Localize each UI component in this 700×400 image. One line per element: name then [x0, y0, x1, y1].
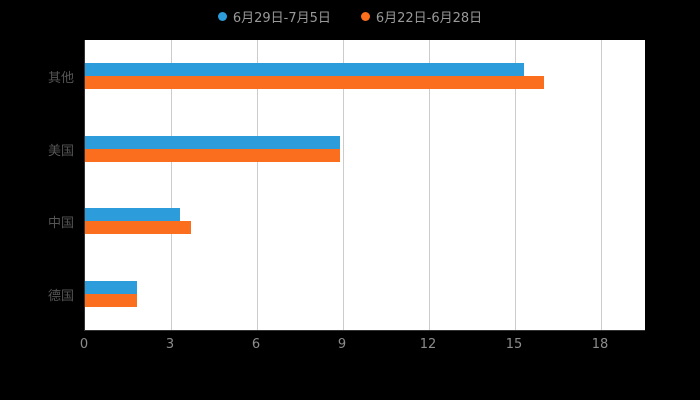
- gridline: [171, 40, 172, 330]
- gridline: [601, 40, 602, 330]
- x-tick-label: 9: [337, 337, 347, 352]
- legend: 6月29日-7月5日 6月22日-6月28日: [0, 7, 700, 26]
- category-labels: 其他 美国 中国 德国: [0, 0, 79, 400]
- plot-area: [84, 40, 645, 331]
- legend-dot-icon: [217, 12, 227, 21]
- legend-dot-icon: [360, 12, 370, 21]
- bar-series1[interactable]: [85, 135, 341, 149]
- gridline: [429, 40, 430, 330]
- bar-series1[interactable]: [85, 280, 137, 294]
- legend-item-week-previous[interactable]: 6月22日-6月28日: [360, 7, 483, 26]
- x-tick-label: 0: [79, 337, 89, 352]
- x-tick-label: 15: [505, 337, 523, 352]
- bar-series1[interactable]: [85, 208, 180, 222]
- category-label: 美国: [47, 143, 74, 159]
- category-label: 其他: [47, 71, 74, 87]
- legend-item-week-current[interactable]: 6月29日-7月5日: [217, 7, 331, 26]
- bar-series2[interactable]: [85, 221, 192, 235]
- bar-series1[interactable]: [85, 63, 524, 77]
- gridline: [515, 40, 516, 330]
- gridline: [257, 40, 258, 330]
- bar-series2[interactable]: [85, 76, 544, 90]
- gridline: [343, 40, 344, 330]
- x-axis-labels: 0 3 6 9 12 15 18: [0, 337, 700, 357]
- x-tick-label: 6: [251, 337, 261, 352]
- legend-label-week-current: 6月29日-7月5日: [232, 11, 331, 26]
- x-tick-label: 3: [165, 337, 175, 352]
- legend-label-week-previous: 6月22日-6月28日: [375, 11, 483, 26]
- category-label: 中国: [47, 216, 74, 232]
- x-tick-label: 12: [419, 337, 437, 352]
- bar-series2[interactable]: [85, 293, 137, 307]
- category-label: 德国: [47, 288, 74, 304]
- x-tick-label: 18: [591, 337, 609, 352]
- bar-series2[interactable]: [85, 148, 341, 162]
